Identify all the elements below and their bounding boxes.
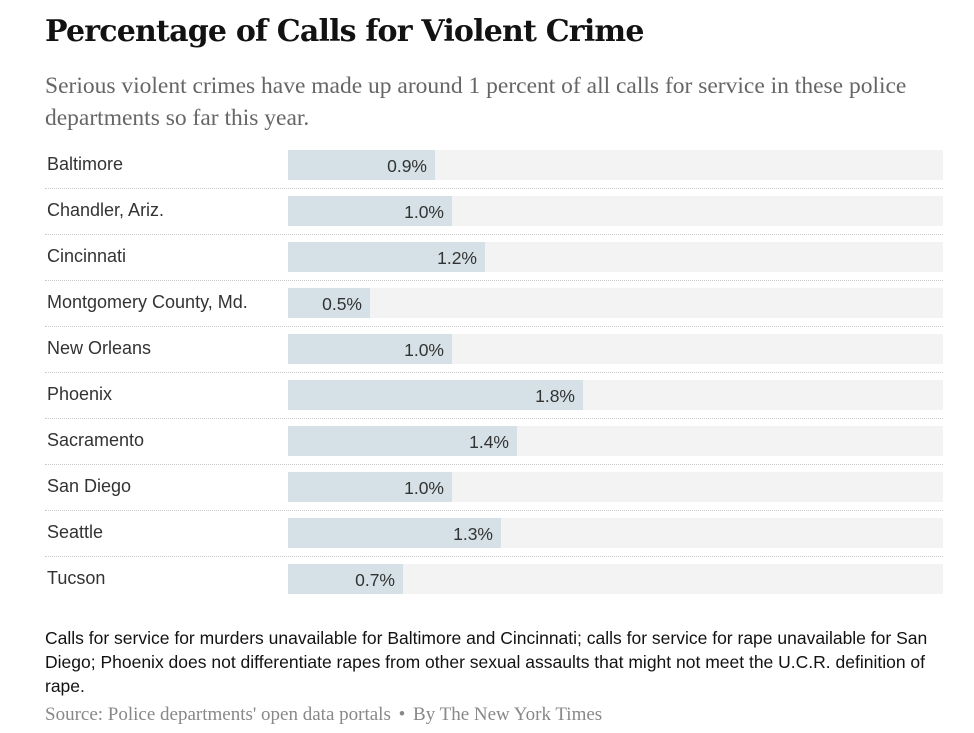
category-label: Baltimore <box>47 154 124 174</box>
value-label: 1.4% <box>469 432 509 452</box>
chart-subtitle: Serious violent crimes have made up arou… <box>45 73 907 131</box>
bar <box>288 380 583 410</box>
bar <box>288 288 370 318</box>
source-byline: By The New York Times <box>413 704 603 725</box>
bar-track: 0.7% <box>288 564 943 594</box>
bar-row: Cincinnati 1.2% <box>45 235 943 281</box>
row-divider <box>45 326 943 327</box>
bar <box>288 334 452 364</box>
bar-track: 0.5% <box>288 288 943 318</box>
bar-track: 1.0% <box>288 196 943 226</box>
value-label: 1.0% <box>404 202 444 222</box>
bar-track: 1.4% <box>288 426 943 456</box>
bar-track: 1.8% <box>288 380 943 410</box>
bar-row: Tucson 0.7% <box>45 557 943 603</box>
bar-row: New Orleans 1.0% <box>45 327 943 373</box>
bar <box>288 518 501 548</box>
chart-title: Percentage of Calls for Violent Crime <box>45 14 644 49</box>
bar-track: 0.9% <box>288 150 943 180</box>
category-label: Phoenix <box>47 384 113 404</box>
row-divider <box>45 464 943 465</box>
bar <box>288 426 517 456</box>
value-label: 1.0% <box>404 340 444 360</box>
row-divider <box>45 372 943 373</box>
category-label: San Diego <box>47 476 132 496</box>
category-label: Tucson <box>47 568 106 588</box>
category-label: New Orleans <box>47 338 152 358</box>
row-divider <box>45 234 943 235</box>
bar <box>288 150 435 180</box>
bar-track: 1.3% <box>288 518 943 548</box>
source-text: Source: Police departments' open data po… <box>45 704 391 725</box>
source-separator: • <box>398 704 406 725</box>
value-label: 1.3% <box>453 524 493 544</box>
row-divider <box>45 280 943 281</box>
category-label: Sacramento <box>47 430 145 450</box>
bar-row: Sacramento 1.4% <box>45 419 943 465</box>
value-label: 1.0% <box>404 478 444 498</box>
bar <box>288 196 452 226</box>
bar-track: 1.0% <box>288 334 943 364</box>
value-label: 0.7% <box>355 570 395 590</box>
row-divider <box>45 510 943 511</box>
bar-row: Seattle 1.3% <box>45 511 943 557</box>
category-label: Chandler, Ariz. <box>47 200 165 220</box>
category-label: Cincinnati <box>47 246 127 266</box>
row-divider <box>45 188 943 189</box>
chart-source: Source: Police departments' open data po… <box>45 704 602 726</box>
value-label: 1.8% <box>535 386 575 406</box>
bar-row: Chandler, Ariz. 1.0% <box>45 189 943 235</box>
category-label: Seattle <box>47 522 104 542</box>
bar-chart: Baltimore 0.9% Chandler, Ariz. 1.0% Cincinna… <box>45 143 943 603</box>
row-divider <box>45 418 943 419</box>
bar-track: 1.0% <box>288 472 943 502</box>
value-label: 0.5% <box>322 294 362 314</box>
bar-row: Baltimore 0.9% <box>45 143 943 189</box>
row-divider <box>45 556 943 557</box>
value-label: 0.9% <box>387 156 427 176</box>
bar <box>288 564 403 594</box>
bar-row: San Diego 1.0% <box>45 465 943 511</box>
value-label: 1.2% <box>437 248 477 268</box>
category-label: Montgomery County, Md. <box>47 292 248 312</box>
bar <box>288 472 452 502</box>
bar-row: Montgomery County, Md. 0.5% <box>45 281 943 327</box>
chart-note: Calls for service for murders unavailabl… <box>45 628 928 696</box>
bar <box>288 242 485 272</box>
bar-track: 1.2% <box>288 242 943 272</box>
bar-row: Phoenix 1.8% <box>45 373 943 419</box>
